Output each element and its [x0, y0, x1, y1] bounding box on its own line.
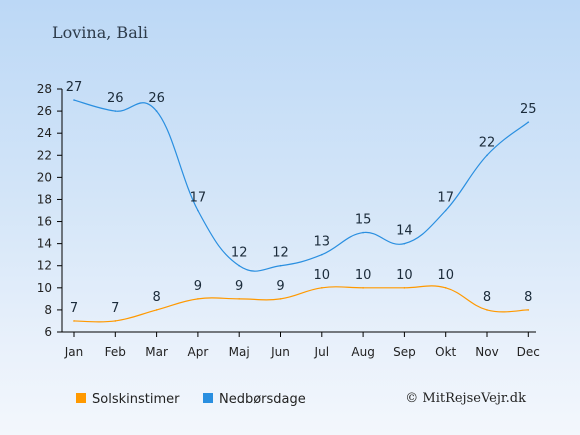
data-point — [114, 320, 117, 322]
y-tick-label: 14 — [37, 237, 52, 251]
axes — [61, 89, 536, 333]
data-point — [155, 110, 158, 112]
data-point — [362, 287, 364, 289]
data-point — [403, 242, 406, 245]
data-label: 9 — [194, 279, 202, 294]
data-point — [238, 264, 240, 267]
y-tick-label: 10 — [37, 281, 52, 295]
data-label: 17 — [437, 191, 454, 206]
data-point — [527, 309, 530, 311]
x-tick-label: Maj — [229, 345, 250, 359]
data-point — [444, 209, 447, 212]
y-tick-label: 26 — [37, 104, 52, 118]
y-tick-label: 12 — [37, 259, 52, 273]
y-tick-label: 16 — [37, 215, 52, 229]
legend-swatch-rain — [203, 393, 213, 403]
data-label: 10 — [314, 268, 331, 283]
y-tick-label: 18 — [37, 192, 52, 206]
data-point — [444, 287, 447, 289]
y-tick-label: 24 — [37, 126, 52, 140]
x-tick-label: Apr — [188, 345, 209, 359]
data-point — [73, 320, 75, 322]
x-tick-label: Dec — [517, 345, 540, 359]
data-label: 26 — [148, 91, 165, 106]
data-label: 17 — [190, 191, 207, 206]
x-tick-label: Jun — [270, 345, 290, 359]
x-tick-label: Mar — [145, 345, 168, 359]
data-label: 8 — [524, 290, 532, 305]
x-tick-label: Feb — [105, 345, 126, 359]
y-tick-label: 6 — [44, 325, 52, 339]
y-tick-label: 28 — [37, 82, 52, 96]
data-point — [403, 287, 406, 289]
data-label: 8 — [483, 290, 491, 305]
y-tick-label: 8 — [44, 303, 52, 317]
credit-text: © MitRejseVejr.dk — [405, 391, 526, 406]
data-label: 10 — [355, 268, 372, 283]
chart-title: Lovina, Bali — [52, 23, 148, 42]
series-line-0 — [73, 285, 529, 323]
data-point — [279, 264, 282, 267]
data-label: 13 — [314, 235, 331, 250]
data-point — [238, 298, 240, 300]
data-point — [197, 298, 199, 300]
data-label: 7 — [70, 301, 78, 316]
data-point — [197, 209, 199, 212]
data-label: 22 — [479, 135, 496, 150]
y-tick-label: 22 — [37, 148, 52, 162]
x-tick-label: Jan — [64, 345, 84, 359]
data-label: 8 — [152, 290, 160, 305]
data-point — [486, 309, 488, 311]
data-point — [73, 99, 75, 101]
data-label: 12 — [231, 246, 248, 261]
data-label: 25 — [520, 102, 537, 117]
data-label: 9 — [235, 279, 243, 294]
x-tick-label: Okt — [435, 345, 456, 359]
x-tick-label: Jul — [314, 345, 329, 359]
data-point — [486, 154, 488, 157]
x-ticks: Jan Feb Mar Apr Maj Jun Jul Aug Sep Okt Nov Dec — [64, 332, 540, 359]
x-tick-label: Sep — [393, 345, 416, 359]
data-point — [155, 309, 158, 311]
data-label: 27 — [66, 80, 83, 95]
y-tick-label: 20 — [37, 170, 52, 184]
legend-label-sun: Solskinstimer — [92, 392, 180, 407]
data-point — [362, 231, 364, 234]
legend-swatch-sun — [76, 393, 86, 403]
data-point — [527, 121, 530, 123]
data-point — [321, 253, 323, 256]
legend: Solskinstimer Nedbørsdage — [76, 392, 306, 407]
legend-label-rain: Nedbørsdage — [219, 392, 306, 407]
data-label: 9 — [276, 279, 284, 294]
y-ticks: 6 8 10 12 14 16 18 20 22 24 26 28 — [37, 82, 62, 339]
data-label: 10 — [396, 268, 413, 283]
series-line-1 — [73, 99, 529, 272]
data-label: 26 — [107, 91, 124, 106]
data-label: 7 — [111, 301, 119, 316]
data-point — [321, 287, 323, 289]
data-point — [279, 298, 282, 300]
data-label: 12 — [272, 246, 289, 261]
x-tick-label: Aug — [351, 345, 374, 359]
series-lines — [73, 99, 530, 323]
data-label: 15 — [355, 213, 372, 228]
data-label: 14 — [396, 224, 413, 239]
data-label: 10 — [437, 268, 454, 283]
data-point — [114, 110, 117, 112]
data-labels: 7 7 8 9 9 9 10 10 10 10 8 8 27 26 26 17 12 12 13 15 14 17 22 25 — [66, 80, 537, 316]
x-tick-label: Nov — [475, 345, 498, 359]
